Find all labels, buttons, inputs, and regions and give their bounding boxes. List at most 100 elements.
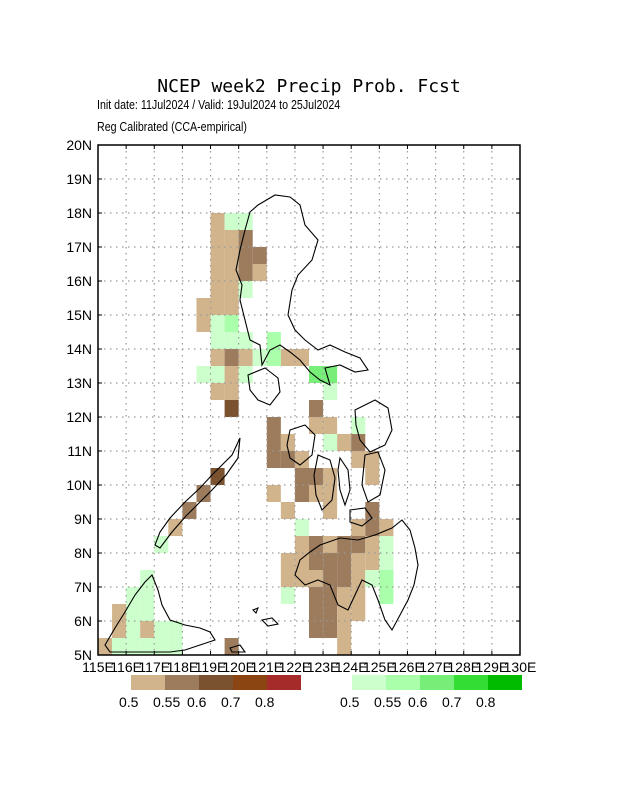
- lat-label: 11N: [67, 443, 92, 459]
- prob-cell: [337, 570, 352, 587]
- prob-cell: [337, 434, 352, 451]
- prob-cell: [351, 434, 366, 451]
- prob-cell: [266, 349, 281, 366]
- prob-cell: [323, 366, 338, 383]
- dry-legend-swatch: [131, 675, 165, 690]
- prob-cell: [309, 536, 324, 553]
- bohol-coast: [349, 507, 373, 527]
- prob-cell: [140, 570, 155, 587]
- lon-label: 123E: [307, 659, 340, 675]
- sulu-islets: [229, 607, 280, 653]
- prob-cell: [140, 638, 155, 655]
- prob-cell: [210, 247, 225, 264]
- prob-cell: [323, 553, 338, 570]
- dry-legend-label: 0.7: [221, 694, 241, 710]
- lat-label: 20N: [66, 137, 92, 153]
- prob-cell: [252, 247, 267, 264]
- map-title: NCEP week2 Precip Prob. Fcst: [157, 76, 461, 97]
- prob-cell: [252, 349, 267, 366]
- prob-cell: [238, 366, 253, 383]
- prob-cell: [365, 451, 380, 468]
- prob-cell: [309, 587, 324, 604]
- dotted-gridlines: [98, 145, 520, 655]
- leyte-coast: [361, 451, 386, 503]
- prob-cell: [351, 417, 366, 434]
- prob-cell: [365, 553, 380, 570]
- lon-label: 117E: [138, 659, 170, 675]
- prob-cell: [210, 332, 225, 349]
- prob-cell: [337, 553, 352, 570]
- wet-legend-colorbar: [352, 675, 522, 691]
- prob-cell: [238, 230, 253, 247]
- prob-cell: [337, 536, 352, 553]
- prob-cell: [266, 417, 281, 434]
- prob-cell: [309, 417, 324, 434]
- lon-label: 125E: [363, 659, 396, 675]
- prob-cell: [210, 349, 225, 366]
- prob-cell: [280, 570, 295, 587]
- dry-legend-label: 0.5: [119, 694, 139, 710]
- prob-cell: [294, 519, 309, 536]
- lat-label: 10N: [66, 477, 92, 493]
- prob-cell: [309, 400, 324, 417]
- prob-cell: [323, 587, 338, 604]
- prob-cell: [238, 213, 253, 230]
- prob-cell: [280, 502, 295, 519]
- lon-label: 118E: [167, 659, 199, 675]
- dry-legend-label: 0.8: [255, 694, 275, 710]
- dry-legend-swatch: [267, 675, 301, 690]
- prob-cell: [309, 366, 324, 383]
- longitude-labels: 115E116E117E118E119E120E121E122E123E124E…: [82, 659, 536, 675]
- prob-cell: [351, 604, 366, 621]
- lon-label: 129E: [476, 659, 509, 675]
- prob-cell: [196, 485, 211, 502]
- lat-label: 15N: [66, 307, 92, 323]
- prob-cell: [323, 434, 338, 451]
- prob-cell: [224, 213, 239, 230]
- prob-cell: [210, 366, 225, 383]
- wet-legend-swatch: [352, 675, 386, 690]
- prob-cell: [365, 502, 380, 519]
- prob-cell: [280, 451, 295, 468]
- prob-cell: [238, 247, 253, 264]
- lon-label: 115E: [82, 659, 114, 675]
- prob-cell: [224, 230, 239, 247]
- prob-cell: [210, 230, 225, 247]
- lon-label: 130E: [504, 659, 537, 675]
- prob-cell: [126, 621, 141, 638]
- dry-legend-colorbar: [131, 675, 301, 691]
- prob-cell: [154, 638, 169, 655]
- prob-cell: [309, 553, 324, 570]
- lon-label: 127E: [419, 659, 452, 675]
- prob-cell: [154, 536, 169, 553]
- prob-cell: [294, 570, 309, 587]
- wet-legend-label: 0.5: [340, 694, 360, 710]
- prob-cell: [112, 621, 127, 638]
- cebu-coast: [337, 456, 351, 507]
- prob-cell: [337, 587, 352, 604]
- lon-label: 121E: [250, 659, 283, 675]
- prob-cell: [140, 621, 155, 638]
- mindanao-coast: [294, 519, 419, 632]
- prob-cell: [323, 621, 338, 638]
- lat-label: 16N: [66, 273, 92, 289]
- prob-cell: [323, 485, 338, 502]
- prob-cell: [351, 587, 366, 604]
- map-frame: [97, 144, 521, 656]
- prob-cell: [309, 570, 324, 587]
- prob-cell: [323, 502, 338, 519]
- prob-cell: [351, 519, 366, 536]
- prob-cell: [351, 451, 366, 468]
- prob-cell: [210, 281, 225, 298]
- wet-legend-swatch: [488, 675, 522, 690]
- prob-cell: [365, 468, 380, 485]
- panay-coast: [286, 424, 316, 466]
- prob-cell: [323, 417, 338, 434]
- prob-cell: [238, 264, 253, 281]
- wet-legend-label: 0.55: [374, 694, 402, 710]
- prob-cell: [337, 638, 352, 655]
- prob-cell: [280, 587, 295, 604]
- lon-label: 120E: [222, 659, 255, 675]
- dry-legend-swatch: [233, 675, 267, 690]
- mindoro-coast: [247, 367, 281, 406]
